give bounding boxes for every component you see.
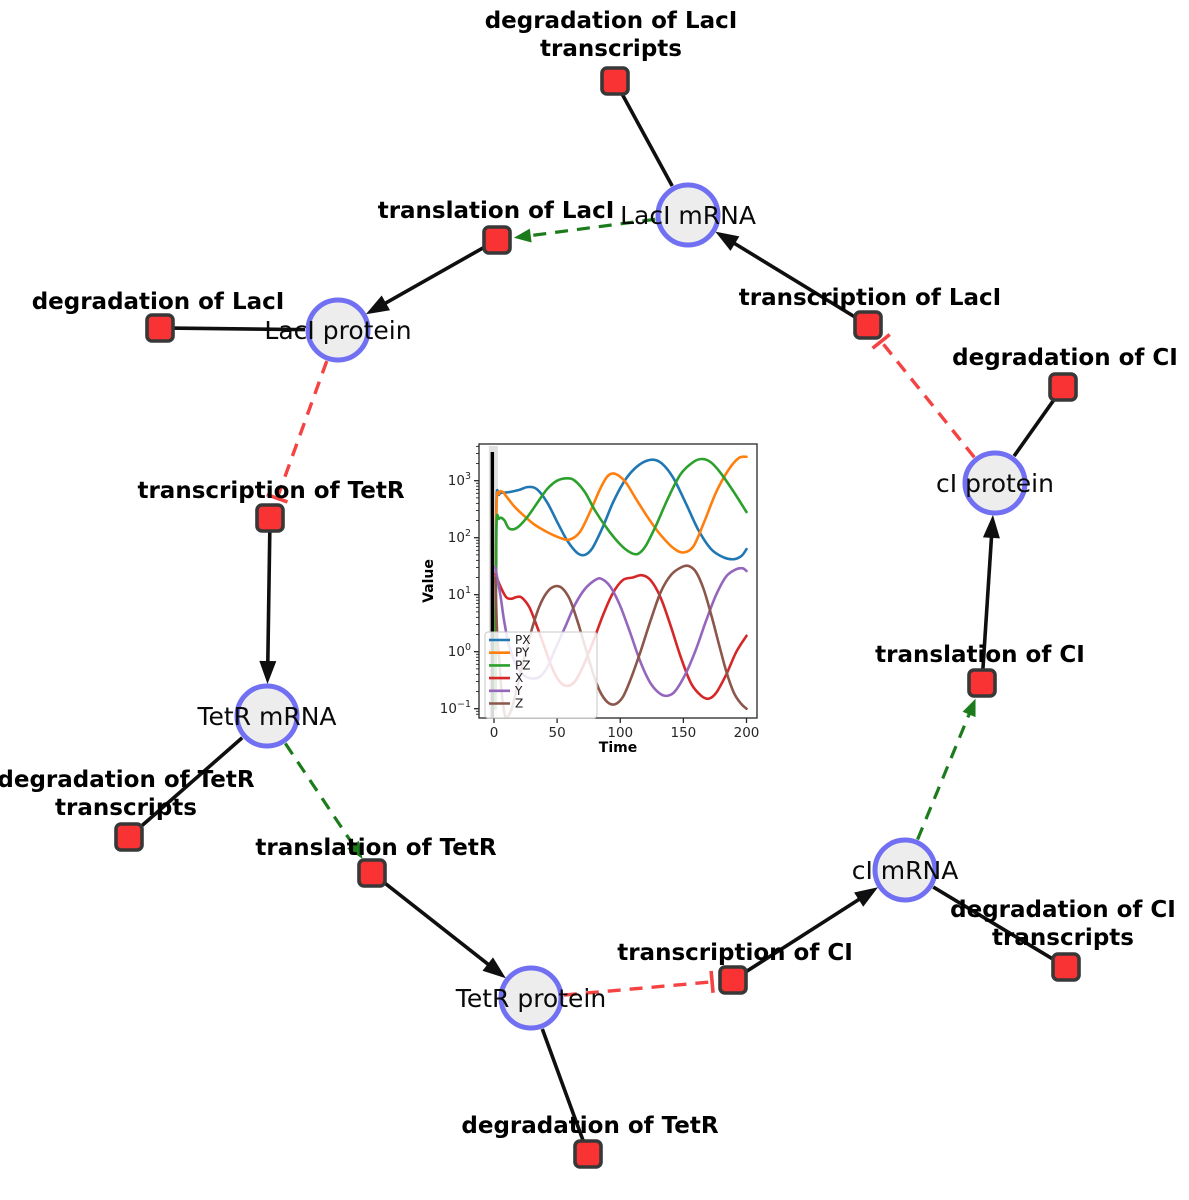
reaction-label-transl_ci: translation of CI [875, 642, 1085, 668]
legend-label-py: PY [515, 646, 530, 660]
edge-modifier [284, 742, 357, 849]
edge-production [726, 237, 860, 321]
reaction-label-transc_laci: transcription of LacI [739, 285, 1002, 311]
species-node-tetr_protein [498, 965, 564, 1031]
y-tick-label: 100 [448, 642, 471, 660]
species-label-laci_protein: LacI protein [264, 316, 411, 345]
reaction-node-transc_laci [853, 310, 883, 340]
legend-label-z: Z [515, 697, 523, 711]
edge-consumption [135, 736, 244, 832]
axes-box [478, 443, 758, 719]
modifier-arrowhead [962, 698, 976, 718]
species-node-laci_protein [305, 297, 371, 363]
labels: degradation of LacI transcripts translatio… [0, 8, 1178, 1139]
edge-inhibition [274, 360, 329, 503]
legend-box [484, 631, 598, 719]
x-tick-label: 200 [734, 725, 760, 741]
reaction-label-transc_ci: transcription of CI [617, 940, 853, 966]
species-label-ci_mrna: cI mRNA [852, 856, 959, 885]
x-tick-label: 0 [490, 725, 499, 741]
edge-production [980, 528, 994, 673]
y-tick-label: 103 [448, 471, 471, 489]
inhibition-tee [266, 492, 289, 504]
edge-production [741, 893, 868, 976]
species-label-laci_mrna: LacI mRNA [620, 201, 756, 230]
reaction-label-transl_laci: translation of LacI [378, 198, 615, 224]
inhibition-tee [871, 333, 891, 350]
inhibition-tee [709, 970, 715, 993]
arrowhead [715, 231, 740, 251]
edge-consumption [169, 326, 306, 332]
species-label-ci_protein: cI protein [936, 469, 1054, 498]
legend-label-y: Y [514, 684, 523, 698]
edge-consumption [618, 88, 674, 187]
reaction-node-transc_ci [718, 965, 748, 995]
reaction-node-transl_ci [967, 668, 997, 698]
reaction-label-deg_laci: degradation of LacI [32, 289, 285, 315]
x-tick-label: 100 [607, 725, 633, 741]
reaction-label-deg_laci_tr: degradation of LacI transcripts [485, 8, 738, 62]
edge-production [377, 243, 489, 309]
legend-label-x: X [515, 671, 523, 685]
x-tick-label: 150 [670, 725, 696, 741]
y-tick-label: 102 [448, 528, 471, 546]
reaction-label-deg_tetr: degradation of TetR [461, 1113, 718, 1139]
arrowhead [982, 514, 1000, 539]
reaction-label-transl_tetr: translation of TetR [255, 835, 496, 861]
series-line-py [494, 455, 748, 710]
chart-background [418, 427, 782, 768]
reaction-node-deg_tetr_tr [114, 822, 144, 852]
series-line-x [494, 572, 748, 701]
modifier-arrowhead [347, 840, 363, 859]
arrowhead [854, 887, 879, 907]
x-axis-label: Time [599, 740, 637, 756]
reaction-label-deg_ci: degradation of CI [952, 345, 1178, 371]
edge-modifier [916, 710, 973, 841]
reaction-label-transc_tetr: transcription of TetR [137, 478, 404, 504]
species-label-tetr_protein: TetR protein [455, 984, 606, 1013]
edge-consumption [1012, 394, 1059, 458]
y-tick-label: 101 [448, 585, 471, 603]
reaction-node-transl_laci [482, 225, 512, 255]
legend-label-px: PX [515, 633, 530, 647]
reaction-node-transc_tetr [255, 503, 285, 533]
reaction-label-deg_tetr_tr: degradation of TetR transcripts [0, 767, 255, 821]
reaction-node-deg_laci_tr [600, 66, 630, 96]
reaction-node-deg_laci [145, 313, 175, 343]
legend-label-pz: PZ [515, 658, 530, 672]
species-label-tetr_mrna: TetR mRNA [196, 702, 336, 731]
arrowhead [259, 660, 277, 685]
edges [135, 88, 1059, 1146]
reaction-label-deg_ci_tr: degradation of CI transcripts [950, 897, 1176, 951]
arrowhead [365, 295, 391, 315]
species-node-ci_mrna [872, 837, 938, 903]
nodes [114, 66, 1081, 1169]
arrowhead [482, 957, 506, 979]
edge-inhibition [877, 337, 976, 459]
edge-production [379, 878, 496, 971]
edge-production [265, 528, 272, 671]
reaction-node-deg_tetr [573, 1139, 603, 1169]
series-line-px [494, 458, 748, 710]
species-node-laci_mrna [655, 182, 721, 248]
modifier-arrowhead [513, 228, 532, 243]
x-tick-label: 50 [549, 725, 566, 741]
series-line-pz [494, 457, 748, 710]
species-node-ci_protein [962, 450, 1028, 516]
reaction-node-deg_ci [1048, 372, 1078, 402]
edge-consumption [540, 1028, 587, 1146]
edge-inhibition [563, 979, 717, 997]
network-layer: degradation of LacI transcripts translatio… [0, 8, 1178, 1169]
reaction-node-deg_ci_tr [1051, 952, 1081, 982]
reaction-node-transl_tetr [357, 858, 387, 888]
y-tick-label: 10−1 [440, 699, 471, 717]
species-node-tetr_mrna [234, 683, 300, 749]
edge-consumption [932, 885, 1059, 964]
y-axis-label: Value [421, 559, 437, 603]
